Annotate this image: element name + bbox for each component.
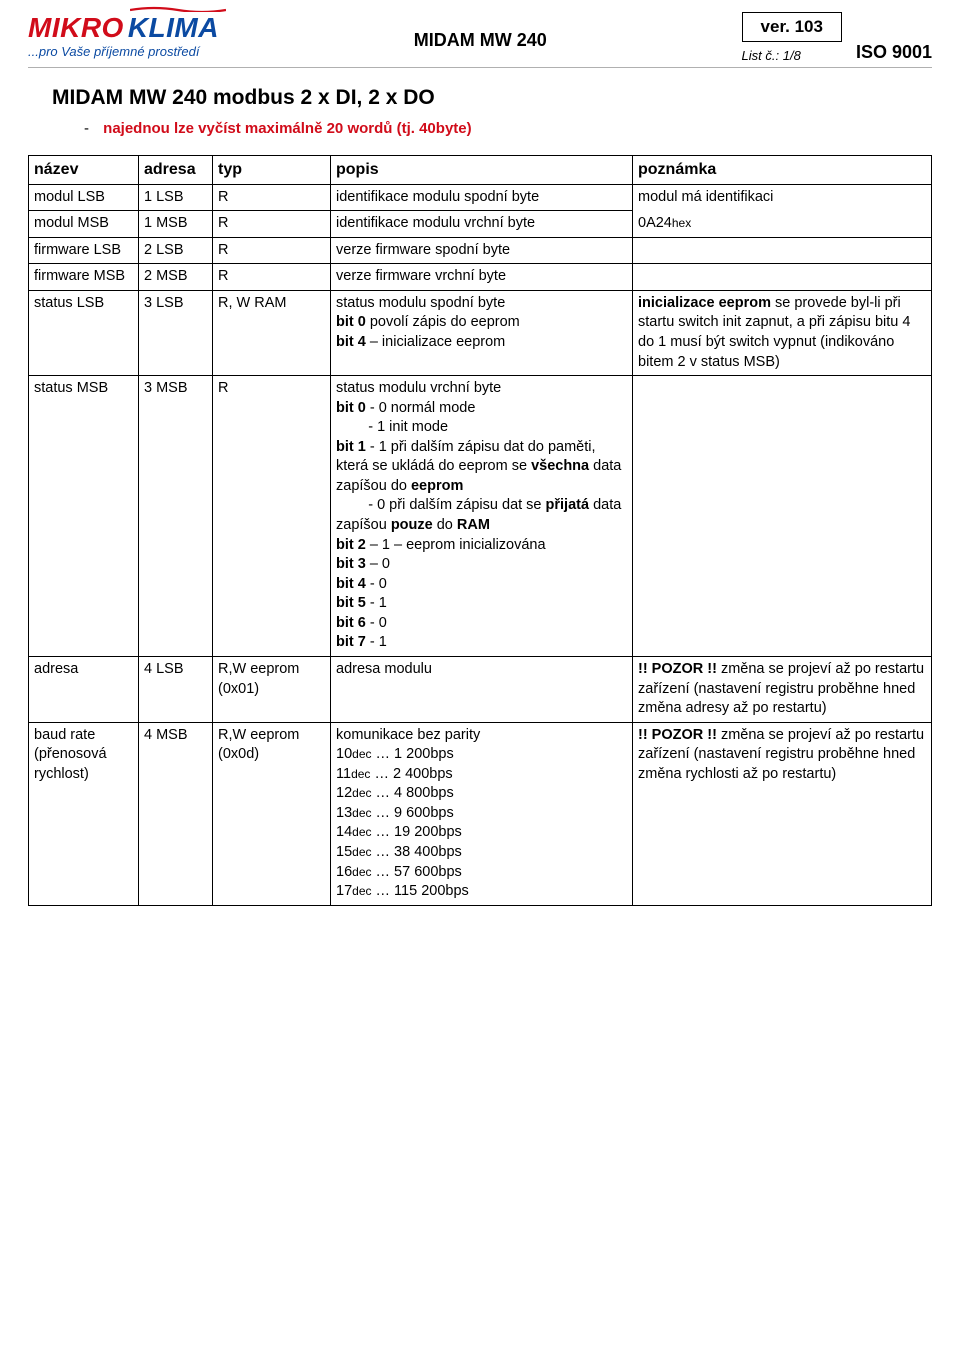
page: MIKRO KLIMA ...pro Vaše příjemné prostře… [0, 0, 960, 926]
table-row: baud rate (přenosová rychlost)4 MSBR,W e… [29, 722, 932, 905]
cell-adresa: 4 LSB [139, 656, 213, 722]
modbus-table: název adresa typ popis poznámka modul LS… [28, 155, 932, 906]
version-box: ver. 103 [742, 12, 842, 42]
th-typ: typ [213, 156, 331, 185]
list-label: List č.: [742, 48, 780, 63]
table-row: firmware LSB2 LSBRverze firmware spodní … [29, 237, 932, 264]
th-poznamka: poznámka [633, 156, 932, 185]
cell-poznamka: modul má identifikaci [633, 184, 932, 211]
cell-poznamka [633, 264, 932, 291]
cell-poznamka [633, 237, 932, 264]
cell-typ: R,W eeprom (0x0d) [213, 722, 331, 905]
tagline: ...pro Vaše příjemné prostředí [28, 44, 219, 59]
logo-block: MIKRO KLIMA ...pro Vaše příjemné prostře… [28, 12, 219, 59]
table-body: modul LSB1 LSBRidentifikace modulu spodn… [29, 184, 932, 905]
logo-row: MIKRO KLIMA [28, 12, 219, 44]
logo-accent-icon [130, 6, 226, 12]
cell-adresa: 1 MSB [139, 211, 213, 238]
cell-popis: identifikace modulu spodní byte [331, 184, 633, 211]
ver-list-block: ver. 103 List č.: 1/8 [742, 12, 842, 63]
th-nazev: název [29, 156, 139, 185]
cell-typ: R, W RAM [213, 290, 331, 375]
logo-red-text: MIKRO [28, 12, 124, 44]
th-popis: popis [331, 156, 633, 185]
table-row: status LSB3 LSBR, W RAMstatus modulu spo… [29, 290, 932, 375]
cell-poznamka: 0A24hex [633, 211, 932, 238]
cell-adresa: 2 MSB [139, 264, 213, 291]
bullet-line: - najednou lze vyčíst maximálně 20 wordů… [84, 120, 932, 137]
bullet-dash: - [84, 120, 89, 137]
cell-adresa: 2 LSB [139, 237, 213, 264]
cell-nazev: firmware LSB [29, 237, 139, 264]
th-adresa: adresa [139, 156, 213, 185]
cell-nazev: firmware MSB [29, 264, 139, 291]
cell-typ: R [213, 376, 331, 657]
page-header: MIKRO KLIMA ...pro Vaše příjemné prostře… [28, 12, 932, 68]
cell-typ: R [213, 264, 331, 291]
table-row: status MSB3 MSBRstatus modulu vrchní byt… [29, 376, 932, 657]
header-right: ver. 103 List č.: 1/8 ISO 9001 [742, 12, 932, 63]
cell-nazev: adresa [29, 656, 139, 722]
cell-typ: R [213, 237, 331, 264]
table-head: název adresa typ popis poznámka [29, 156, 932, 185]
logo-blue-inner: KLIMA [128, 12, 219, 43]
logo-blue-text: KLIMA [128, 12, 219, 44]
list-line: List č.: 1/8 [742, 48, 801, 63]
cell-adresa: 4 MSB [139, 722, 213, 905]
cell-nazev: baud rate (přenosová rychlost) [29, 722, 139, 905]
cell-popis: verze firmware spodní byte [331, 237, 633, 264]
cell-popis: status modulu vrchní bytebit 0 - 0 normá… [331, 376, 633, 657]
table-row: modul MSB1 MSBRidentifikace modulu vrchn… [29, 211, 932, 238]
table-row: modul LSB1 LSBRidentifikace modulu spodn… [29, 184, 932, 211]
iso-label: ISO 9001 [856, 42, 932, 63]
list-value: 1/8 [783, 48, 801, 63]
table-header-row: název adresa typ popis poznámka [29, 156, 932, 185]
cell-popis: identifikace modulu vrchní byte [331, 211, 633, 238]
cell-popis: komunikace bez parity10dec … 1 200bps11d… [331, 722, 633, 905]
cell-typ: R,W eeprom (0x01) [213, 656, 331, 722]
table-row: firmware MSB2 MSBRverze firmware vrchní … [29, 264, 932, 291]
cell-poznamka: !! POZOR !! změna se projeví až po resta… [633, 722, 932, 905]
cell-nazev: status LSB [29, 290, 139, 375]
cell-typ: R [213, 184, 331, 211]
cell-adresa: 3 MSB [139, 376, 213, 657]
cell-popis: verze firmware vrchní byte [331, 264, 633, 291]
header-center-title: MIDAM MW 240 [414, 30, 547, 51]
cell-popis: status modulu spodní bytebit 0 povolí zá… [331, 290, 633, 375]
table-row: adresa4 LSBR,W eeprom (0x01)adresa modul… [29, 656, 932, 722]
cell-poznamka [633, 376, 932, 657]
main-title: MIDAM MW 240 modbus 2 x DI, 2 x DO [52, 86, 932, 110]
cell-poznamka: inicializace eeprom se provede byl-li př… [633, 290, 932, 375]
cell-nazev: status MSB [29, 376, 139, 657]
cell-poznamka: !! POZOR !! změna se projeví až po resta… [633, 656, 932, 722]
cell-adresa: 1 LSB [139, 184, 213, 211]
cell-popis: adresa modulu [331, 656, 633, 722]
cell-adresa: 3 LSB [139, 290, 213, 375]
bullet-text: najednou lze vyčíst maximálně 20 wordů (… [103, 120, 471, 137]
cell-nazev: modul LSB [29, 184, 139, 211]
cell-nazev: modul MSB [29, 211, 139, 238]
cell-typ: R [213, 211, 331, 238]
